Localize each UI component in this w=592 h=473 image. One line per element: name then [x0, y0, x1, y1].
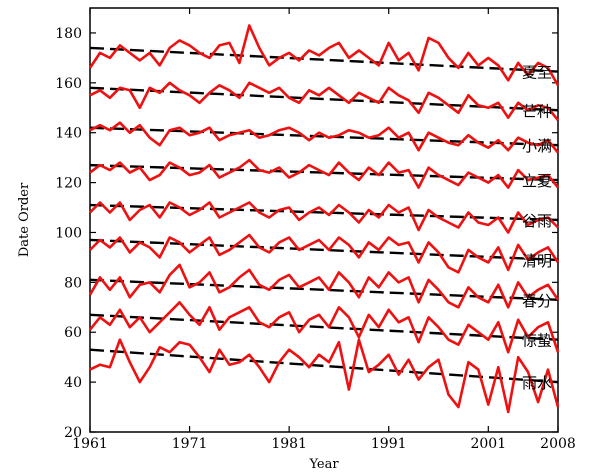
series-label-2: 小满: [522, 137, 552, 155]
x-tick-label: 1961: [72, 436, 108, 452]
y-tick-label: 160: [55, 76, 82, 92]
series-line-4: [89, 201, 559, 234]
series-lines: [88, 24, 560, 414]
x-axis-label: Year: [308, 457, 339, 472]
trend-line-0: [89, 46, 559, 73]
series-line-1: [89, 81, 560, 122]
y-tick-label: 40: [64, 375, 82, 391]
x-tick-label: 1981: [271, 436, 307, 452]
series-label-7: 惊蛰: [522, 332, 552, 350]
y-axis-label: Date Order: [17, 182, 32, 257]
axes: 1961 1971 1981 1991 2001 2008 20 40 60 80 100 120 14…: [55, 7, 576, 452]
y-tick-label: 20: [64, 425, 82, 441]
series-line-0: [88, 24, 560, 86]
series-label-8: 雨水: [522, 374, 552, 392]
trend-line-6: [89, 278, 559, 302]
series-label-6: 春分: [522, 292, 552, 310]
x-tick-label: 1991: [371, 436, 407, 452]
x-tick-label: 1971: [172, 436, 208, 452]
y-tick-label: 100: [55, 225, 82, 241]
series-label-0: 夏至: [522, 64, 552, 82]
series-line-6: [88, 263, 560, 309]
series-line-5: [89, 233, 560, 274]
trend-line-8: [89, 348, 559, 384]
series-label-5: 清明: [522, 252, 552, 270]
x-tick-label: 2001: [470, 436, 506, 452]
trend-line-7: [89, 313, 559, 341]
y-tick-label: 180: [55, 26, 82, 42]
series-line-8: [89, 338, 560, 414]
series-label-1: 芒种: [522, 102, 552, 120]
series-line-7: [88, 300, 560, 354]
trend-line-5: [89, 238, 559, 262]
series-line-2: [89, 121, 560, 154]
trend-line-4: [89, 203, 559, 222]
x-tick-label: 2008: [540, 436, 576, 452]
series-line-3: [89, 158, 560, 189]
plot-frame: [89, 7, 559, 433]
y-tick-label: 80: [64, 275, 82, 291]
series-label-4: 谷雨: [522, 212, 552, 230]
series-label-3: 立夏: [522, 172, 552, 190]
y-tick-label: 140: [55, 126, 82, 142]
y-tick-label: 120: [55, 176, 82, 192]
y-tick-label: 60: [64, 325, 82, 341]
